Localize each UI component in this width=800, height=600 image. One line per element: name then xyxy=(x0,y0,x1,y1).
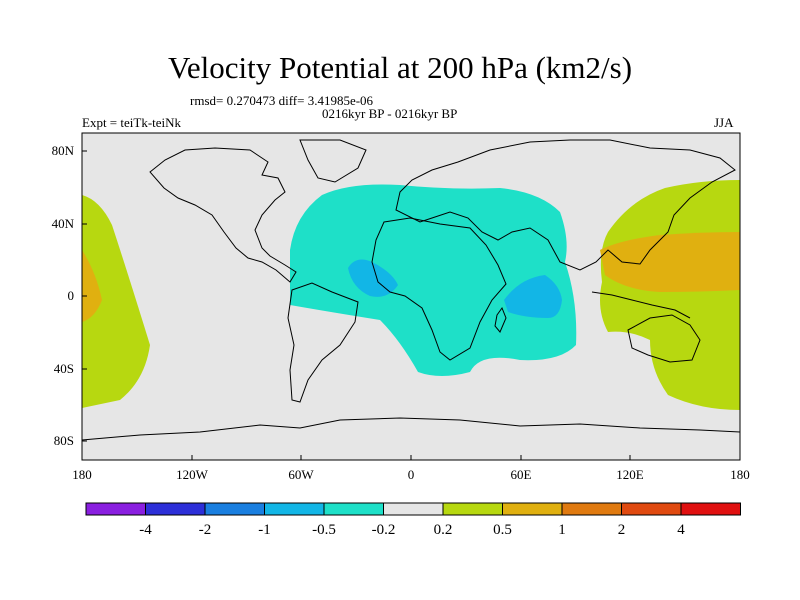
coast-europe-asia xyxy=(395,139,736,271)
lon-tick-120w: 120W xyxy=(176,467,208,482)
colorbar-label: -0.5 xyxy=(312,522,336,538)
field-blue-west-africa xyxy=(348,259,398,297)
coast-antarctica xyxy=(81,417,741,441)
lat-tick-80s: 80S xyxy=(53,433,74,448)
lat-tick-0: 0 xyxy=(67,288,75,303)
colorbar-box xyxy=(323,502,384,516)
colorbar-label: 0.2 xyxy=(433,522,453,538)
colorbar-box xyxy=(502,502,563,516)
field-green-west-pacific xyxy=(82,195,150,408)
colorbar-label: -4 xyxy=(139,522,152,538)
lon-tick-180w: 180 xyxy=(72,467,92,482)
lon-tick-120e: 120E xyxy=(616,467,644,482)
lon-tick-60e: 60E xyxy=(510,467,532,482)
lat-tick-40s: 40S xyxy=(53,361,74,376)
colorbar-label: -2 xyxy=(198,522,212,538)
lon-tick-0: 0 xyxy=(407,467,415,482)
colorbar-label: 4 xyxy=(677,522,685,538)
colorbar-box xyxy=(204,502,265,516)
colorbar-label: 1 xyxy=(558,522,566,538)
colorbar-box xyxy=(561,502,622,516)
colorbar xyxy=(85,502,741,516)
subtitle: 0216kyr BP - 0216kyr BP xyxy=(322,106,458,121)
colorbar-box xyxy=(621,502,682,516)
experiment-label: Expt = teiTk-teiNk xyxy=(82,115,182,130)
season-label: JJA xyxy=(714,115,734,130)
plot-title: Velocity Potential at 200 hPa (km2/s) xyxy=(167,50,633,85)
coast-greenland xyxy=(299,139,367,183)
lon-tick-180e: 180 xyxy=(730,467,750,482)
colorbar-label: 0.5 xyxy=(493,522,512,538)
colorbar-label: -1 xyxy=(258,522,271,538)
colorbar-box xyxy=(383,502,444,516)
lat-tick-80n: 80N xyxy=(51,143,74,158)
coastlines xyxy=(81,139,741,441)
coast-south-america xyxy=(287,282,359,403)
colorbar-box xyxy=(145,502,206,516)
coast-africa xyxy=(371,217,507,361)
lat-tick-40n: 40N xyxy=(51,216,74,231)
stats-line: rmsd= 0.270473 diff= 3.41985e-06 xyxy=(190,93,374,108)
coast-indonesia xyxy=(591,291,691,319)
field-teal-atlantic-indian xyxy=(290,184,577,376)
axis-ticks xyxy=(81,150,741,460)
field-orange-west-pacific xyxy=(82,250,102,322)
colorbar-label: 2 xyxy=(617,522,626,538)
coast-madagascar xyxy=(494,306,507,333)
field-blue-indian-ocean xyxy=(504,275,562,318)
coast-australia xyxy=(627,314,701,363)
colorbar-label: -0.2 xyxy=(371,522,396,538)
colorbar-box xyxy=(264,502,325,516)
colorbar-box xyxy=(680,502,741,516)
colorbar-box xyxy=(442,502,503,516)
coast-north-america xyxy=(149,147,297,283)
lon-tick-60w: 60W xyxy=(288,467,314,482)
colorbar-box xyxy=(85,502,146,516)
field-orange-west-pacific-asia xyxy=(600,232,740,292)
